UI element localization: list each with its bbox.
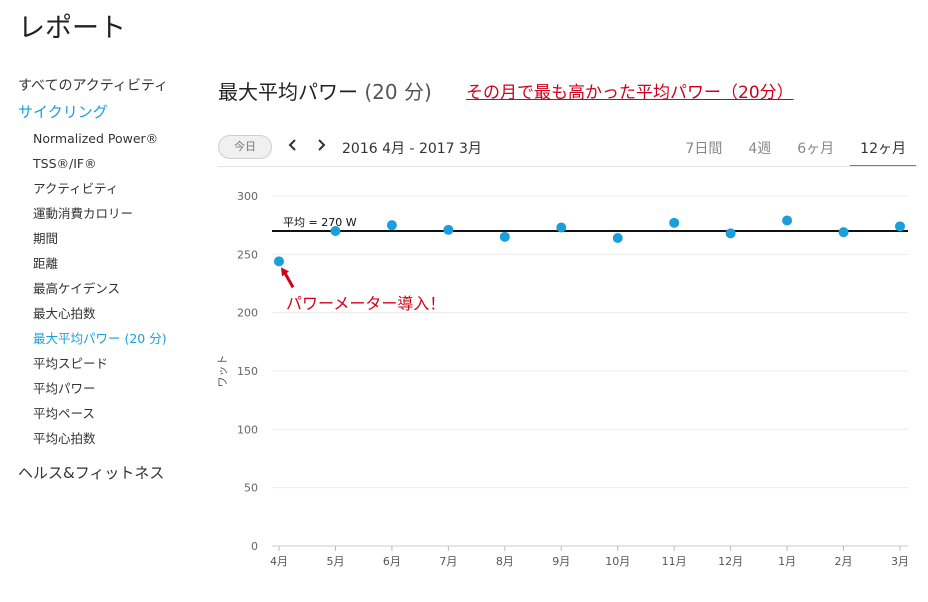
data-point[interactable]: [556, 222, 567, 233]
data-point[interactable]: [612, 233, 623, 243]
x-tick-label: 7月: [439, 555, 457, 568]
sidebar-item-max-heart-rate[interactable]: 最大心拍数: [33, 306, 96, 321]
chart-annotation: パワーメーター導入！: [286, 294, 446, 313]
sidebar-item-max-avg-power[interactable]: 最大平均パワー (20 分): [33, 331, 167, 346]
data-point[interactable]: [386, 220, 397, 231]
y-tick-label: 50: [244, 482, 258, 495]
annotation-arrowhead: [281, 267, 289, 277]
data-point[interactable]: [669, 217, 680, 228]
sidebar-category-health-fitness[interactable]: ヘルス&フィットネス: [18, 464, 165, 482]
sidebar-category-cycling[interactable]: サイクリング: [18, 103, 108, 121]
sidebar-item-calories[interactable]: 運動消費カロリー: [33, 206, 134, 221]
x-tick-label: 3月: [891, 555, 909, 568]
annotation-arrow: [282, 270, 295, 289]
tab-4-weeks[interactable]: 4週: [748, 141, 772, 157]
sidebar-item-avg-heart-rate[interactable]: 平均心拍数: [33, 431, 96, 446]
sidebar: すべてのアクティビティ サイクリング Normalized Power® TSS…: [18, 76, 208, 484]
x-tick-label: 9月: [552, 555, 570, 568]
sidebar-item-tss-if[interactable]: TSS®/IF®: [33, 156, 97, 171]
data-point[interactable]: [443, 224, 454, 235]
sidebar-item-max-cadence[interactable]: 最高ケイデンス: [33, 281, 121, 296]
report-title: 最大平均パワー (20 分): [218, 76, 432, 105]
y-axis-label: ワット: [216, 355, 229, 388]
sidebar-item-normalized-power[interactable]: Normalized Power®: [33, 131, 159, 146]
x-tick-label: 8月: [496, 555, 514, 568]
data-point[interactable]: [782, 215, 793, 226]
tab-7-days[interactable]: 7日間: [685, 141, 723, 157]
data-point[interactable]: [499, 231, 510, 242]
sidebar-item-avg-speed[interactable]: 平均スピード: [33, 356, 109, 371]
tab-6-months[interactable]: 6ヶ月: [797, 141, 835, 157]
data-point[interactable]: [838, 227, 849, 238]
sidebar-item-activity[interactable]: アクティビティ: [33, 181, 119, 196]
chevron-right-icon[interactable]: [313, 137, 329, 157]
y-tick-label: 0: [251, 540, 258, 553]
chevron-left-icon[interactable]: [285, 137, 301, 157]
today-button[interactable]: 今日: [218, 135, 272, 159]
x-tick-label: 12月: [718, 555, 743, 568]
x-tick-label: 10月: [605, 555, 630, 568]
data-point[interactable]: [274, 256, 284, 267]
y-tick-label: 200: [237, 307, 258, 320]
x-tick-label: 4月: [270, 555, 288, 568]
y-tick-label: 100: [237, 423, 258, 436]
x-tick-label: 5月: [326, 555, 344, 568]
x-tick-label: 2月: [835, 555, 853, 568]
data-point[interactable]: [895, 221, 905, 232]
y-tick-label: 250: [237, 248, 258, 261]
header-divider: [218, 166, 918, 167]
sidebar-item-avg-power[interactable]: 平均パワー: [33, 381, 96, 396]
sidebar-item-distance[interactable]: 距離: [33, 256, 59, 271]
report-annotation: その月で最も高かった平均パワー（20分）: [466, 83, 794, 103]
x-tick-label: 6月: [383, 555, 401, 568]
data-point[interactable]: [725, 228, 736, 239]
sidebar-item-avg-pace[interactable]: 平均ペース: [33, 406, 95, 421]
page-title: レポート: [18, 13, 126, 44]
report-title-unit: (20 分): [364, 80, 432, 104]
y-tick-label: 300: [237, 190, 258, 203]
x-tick-label: 11月: [662, 555, 687, 568]
data-point[interactable]: [330, 226, 341, 236]
sidebar-item-duration[interactable]: 期間: [33, 231, 59, 246]
date-range: 2016 4月 - 2017 3月: [342, 141, 482, 157]
average-label: 平均 = 270 W: [283, 216, 357, 229]
x-tick-label: 1月: [778, 555, 796, 568]
sidebar-item-all-activities[interactable]: すべてのアクティビティ: [18, 78, 169, 94]
y-tick-label: 150: [237, 365, 258, 378]
report-title-text: 最大平均パワー: [218, 80, 358, 104]
